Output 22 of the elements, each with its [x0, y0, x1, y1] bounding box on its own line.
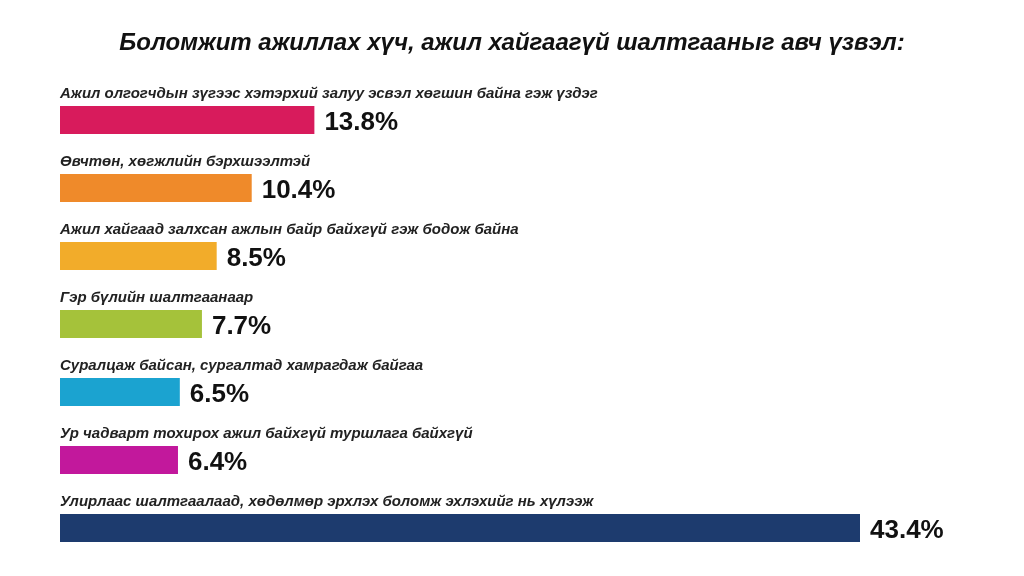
y-tick-label: Гэр бүлийн шалтгаанаар [60, 288, 254, 305]
y-tick-label: Өвчтөн, хөгжлийн бэрхшээлтэй [60, 152, 311, 169]
bar [60, 106, 315, 134]
bar [60, 514, 860, 542]
data-label: 7.7% [211, 310, 272, 340]
bar [60, 242, 217, 270]
bar [60, 310, 202, 338]
data-label: 6.5% [189, 378, 250, 408]
y-tick-label: Ажил олгогчдын зүгээс хэтэрхий залуу эсвэл хөгшин байна гэж үздэг [59, 84, 598, 101]
chart-title: Боломжит ажиллах хүч, ажил хайгаагүй шалтгааныг авч үзвэл: [119, 28, 905, 55]
data-label: 10.4% [261, 174, 336, 204]
data-label: 43.4% [870, 514, 944, 544]
y-tick-label: Ажил хайгаад залхсан ажлын байр байхгүй гэж бодож байна [59, 220, 519, 237]
bar [60, 446, 178, 474]
data-label: 13.8% [324, 106, 399, 136]
y-tick-label: Ур чадварт тохирох ажил байхгүй туршлага байхгүй [60, 424, 473, 441]
data-label: 8.5% [226, 242, 286, 272]
data-label: 6.4% [187, 446, 248, 476]
bar [60, 378, 180, 406]
y-tick-label: Улирлаас шалтгаалаад, хөдөлмөр эрхлэх боломж эхлэхийг нь хүлээж [60, 492, 595, 509]
bar [60, 174, 252, 202]
y-tick-label: Суралцаж байсан, сургалтад хамрагдаж байгаа [60, 356, 424, 373]
